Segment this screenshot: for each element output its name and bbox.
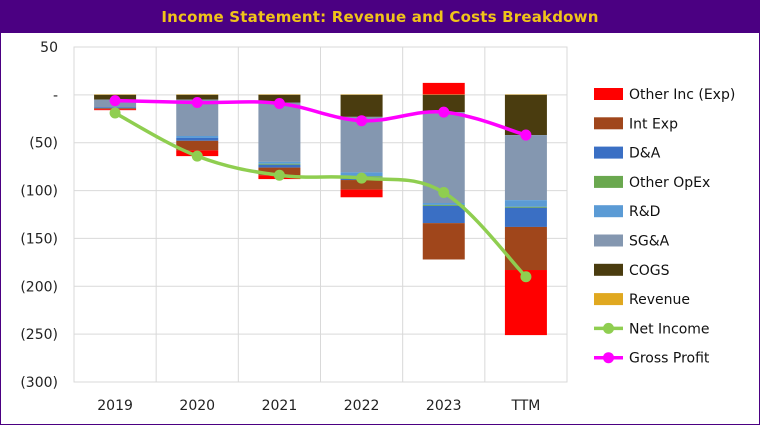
bar-int-exp: [422, 223, 465, 260]
legend-label-danda: D&A: [629, 146, 661, 162]
bar-danda: [422, 205, 465, 224]
legend-label-randd: R&D: [629, 204, 660, 220]
y-tick-label: (200): [20, 279, 58, 295]
gridlines: [74, 46, 567, 383]
bar-other-inc-exp: [340, 189, 383, 198]
legend-swatch-other-opex: [594, 175, 623, 188]
legend-label-gross-profit: Gross Profit: [629, 351, 710, 367]
y-tick-label: (100): [20, 184, 58, 200]
y-tick-label: 50: [40, 40, 58, 56]
point-net-income: [109, 107, 121, 119]
bar-revenue: [258, 94, 301, 95]
y-tick-label: (300): [20, 375, 58, 391]
point-net-income: [191, 150, 203, 162]
bar-revenue: [504, 94, 547, 95]
y-tick-label: (50): [29, 136, 58, 152]
point-gross-profit: [438, 106, 450, 118]
legend: Other Inc (Exp) Int Exp D&A Other OpEx R&D SG…: [594, 87, 735, 367]
point-net-income: [356, 172, 368, 184]
bar-other-opex: [258, 163, 301, 165]
legend-swatch-randd: [594, 205, 623, 218]
legend-swatch-cogs: [594, 263, 623, 276]
bar-sganda: [258, 102, 301, 162]
x-tick-label: 2022: [344, 398, 380, 414]
bar-revenue: [422, 94, 465, 95]
bar-int-exp: [340, 180, 383, 190]
point-gross-profit: [356, 115, 368, 127]
bar-revenue: [340, 94, 383, 95]
legend-swatch-revenue: [594, 293, 623, 306]
legend-swatch-other-inc-exp: [594, 88, 623, 100]
x-tick-label: 2020: [179, 398, 215, 414]
legend-label-cogs: COGS: [629, 263, 670, 279]
legend-label-revenue: Revenue: [629, 292, 690, 308]
legend-label-other-opex: Other OpEx: [629, 175, 710, 191]
bar-sganda: [504, 135, 547, 201]
legend-marker-gross-profit: [603, 352, 614, 364]
bar-cogs: [422, 94, 465, 113]
legend-marker-net-income: [603, 322, 614, 334]
legend-label-net-income: Net Income: [629, 321, 710, 337]
bar-revenue: [94, 94, 137, 95]
legend-label-int-exp: Int Exp: [629, 116, 678, 132]
bar-randd: [504, 200, 547, 207]
bar-cogs: [340, 94, 383, 117]
bar-danda: [504, 207, 547, 227]
point-net-income: [520, 271, 532, 283]
legend-label-other-inc-exp: Other Inc (Exp): [629, 87, 735, 103]
x-tick-label: TTM: [510, 398, 540, 414]
x-axis-ticks: 2019 2020 2021 2022 2023 TTM: [97, 398, 540, 414]
lines-layer: [109, 95, 532, 283]
bar-other-opex: [422, 204, 465, 206]
line-net-income: [114, 111, 528, 278]
point-net-income: [273, 169, 285, 181]
bar-revenue: [176, 94, 219, 95]
bar-int-exp: [176, 140, 219, 151]
legend-swatch-int-exp: [594, 117, 623, 130]
bar-randd: [258, 161, 301, 164]
bar-danda: [258, 164, 301, 168]
y-tick-label: (250): [20, 327, 58, 343]
bar-other-opex: [504, 206, 547, 208]
point-gross-profit: [109, 95, 121, 107]
bar-int-exp: [504, 226, 547, 271]
bar-randd: [422, 203, 465, 205]
point-net-income: [438, 186, 450, 198]
x-tick-label: 2019: [97, 398, 133, 414]
legend-swatch-sganda: [594, 234, 623, 247]
legend-swatch-danda: [594, 146, 623, 159]
x-tick-label: 2021: [262, 398, 298, 414]
bar-cogs: [504, 94, 547, 136]
bar-randd: [176, 136, 219, 138]
y-tick-label: (150): [20, 231, 58, 247]
chart-title: Income Statement: Revenue and Costs Brea…: [161, 8, 599, 26]
line-gross-profit: [115, 98, 527, 137]
point-gross-profit: [191, 97, 203, 109]
point-gross-profit: [273, 97, 285, 109]
y-axis-ticks: 50 - (50) (100) (150) (200) (250) (300): [20, 40, 58, 391]
bar-danda: [176, 137, 219, 141]
bar-other-inc-exp: [422, 82, 465, 95]
title-bar: Income Statement: Revenue and Costs Brea…: [1, 1, 759, 33]
x-tick-label: 2023: [426, 398, 462, 414]
point-gross-profit: [520, 129, 532, 141]
y-tick-label: -: [53, 88, 58, 104]
legend-label-sganda: SG&A: [629, 234, 670, 250]
